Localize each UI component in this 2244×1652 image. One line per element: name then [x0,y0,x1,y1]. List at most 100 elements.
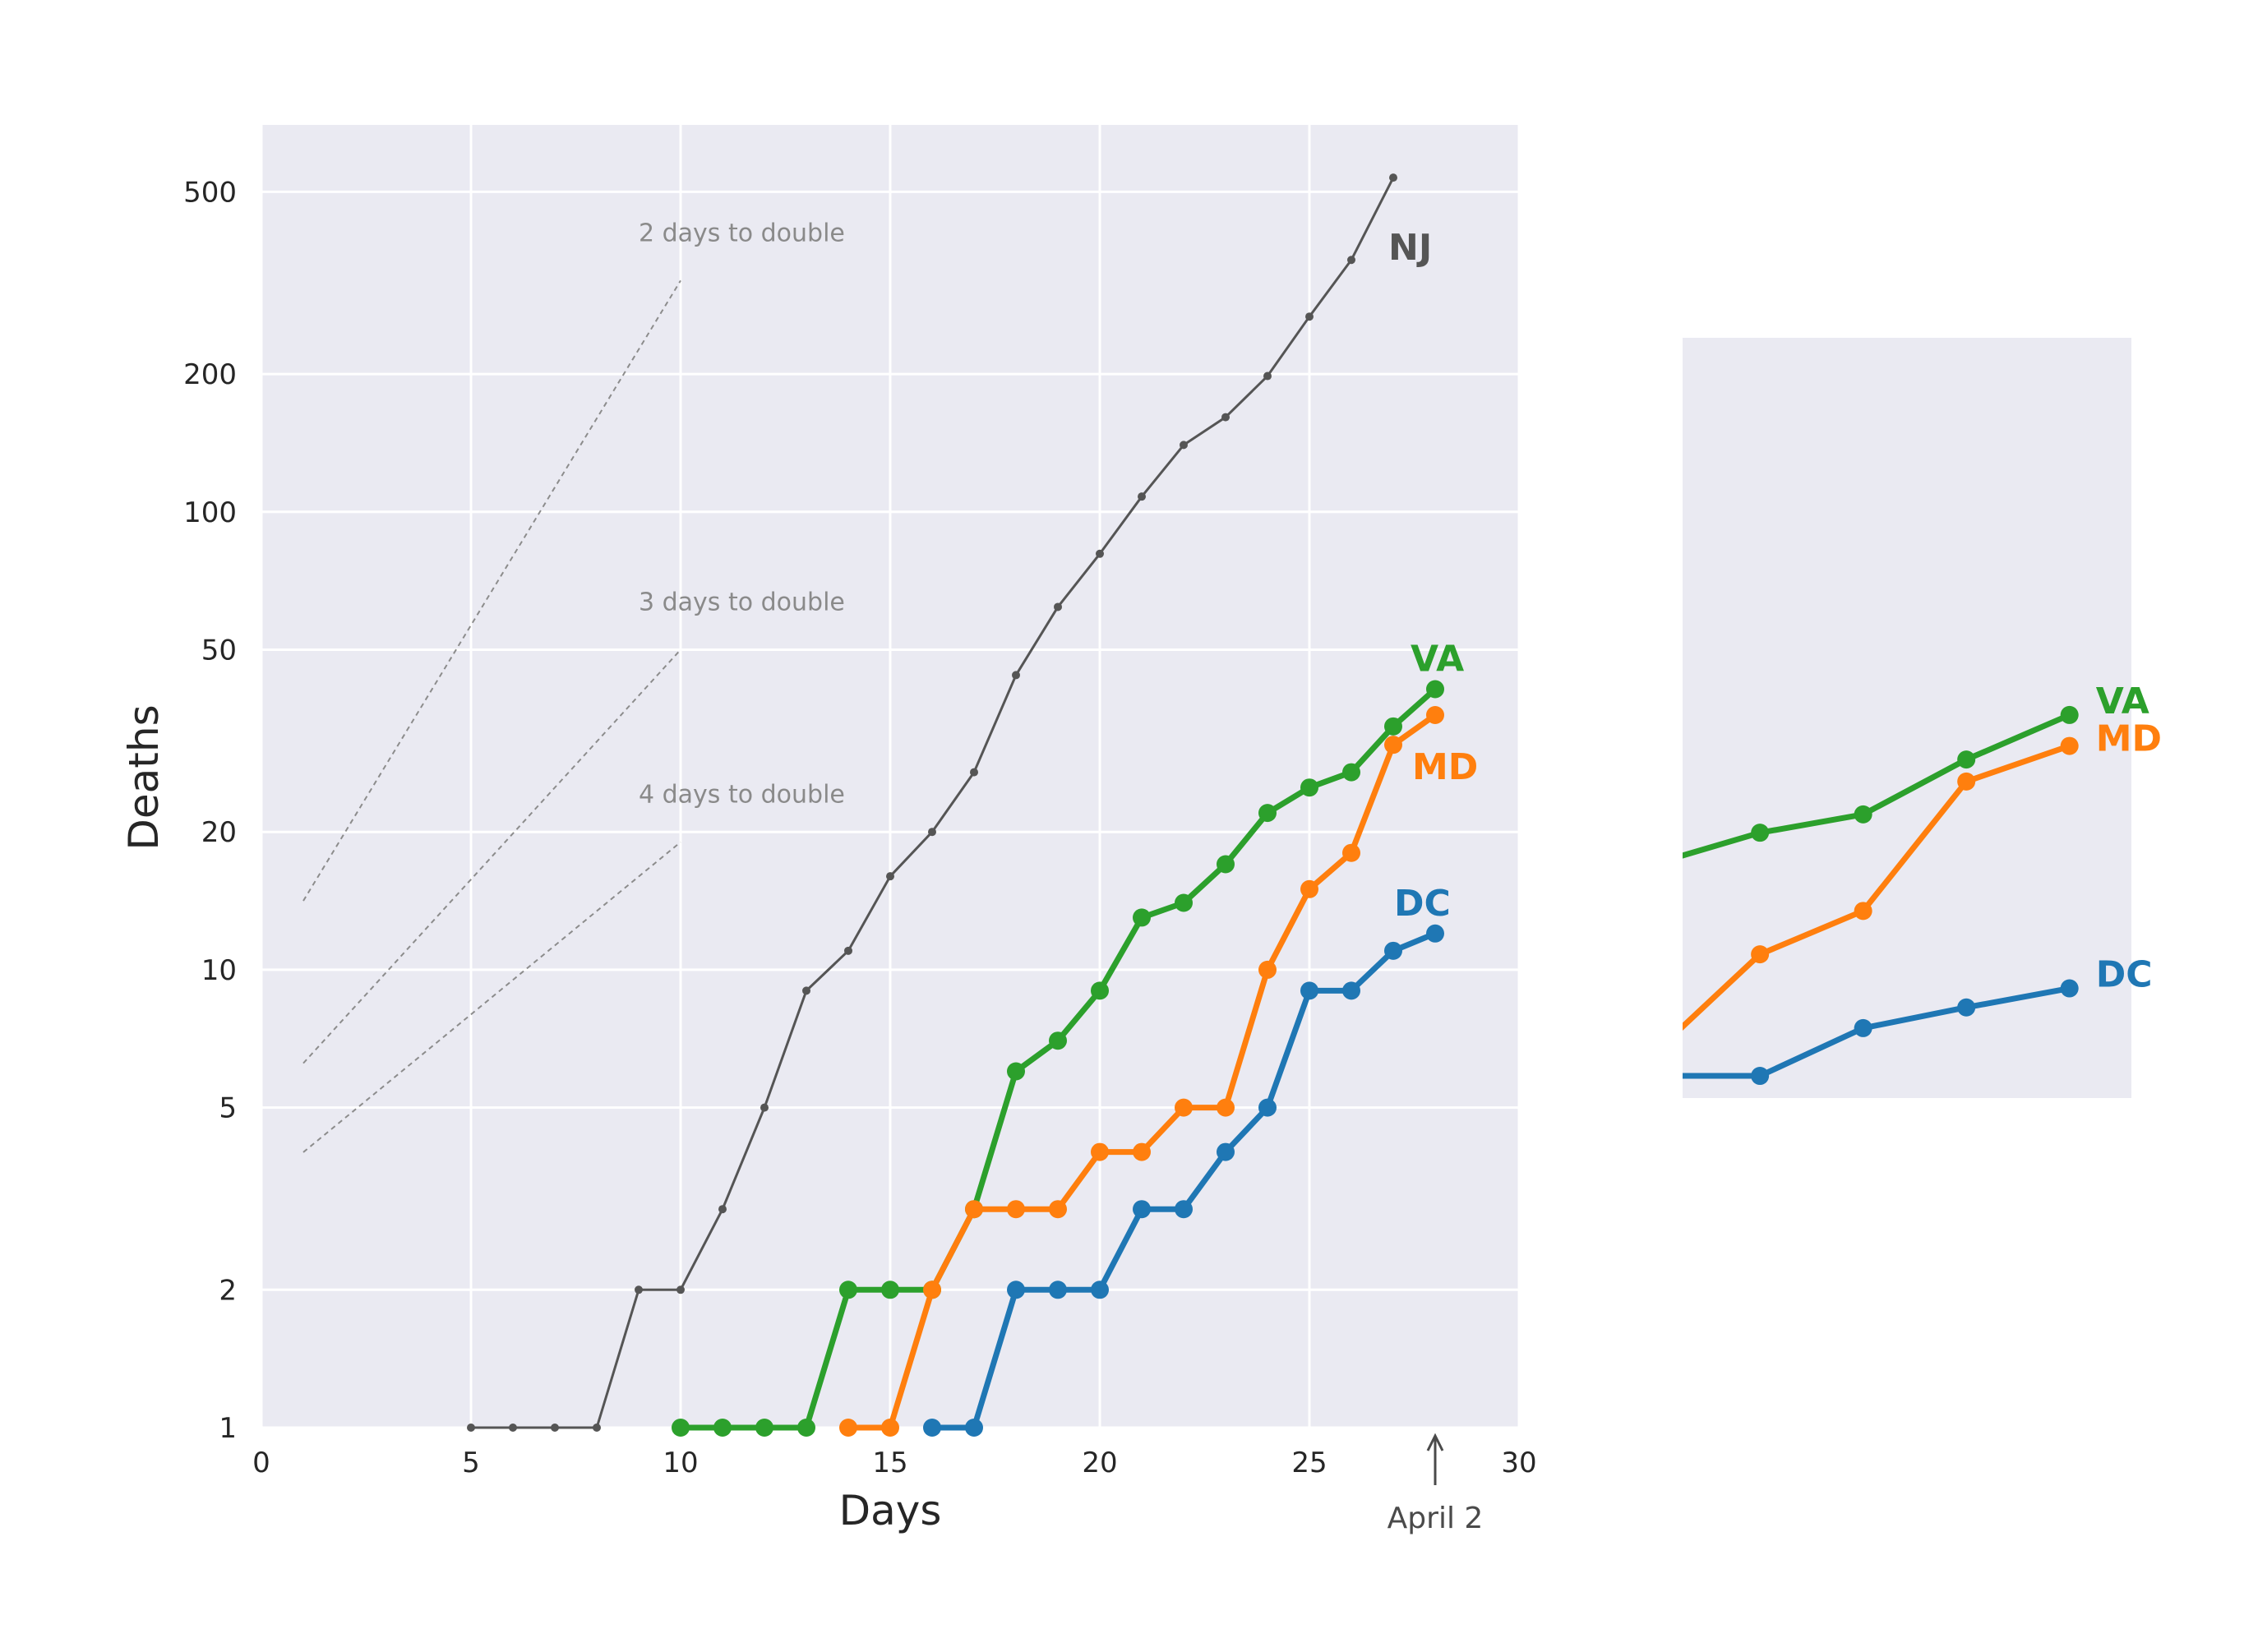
data-point-dc [923,1419,941,1437]
data-point-md [1175,1098,1193,1117]
data-point-md [1007,1200,1025,1219]
data-point-md [1300,879,1318,898]
inset-data-point-dc [1957,998,1976,1017]
x-tick-label: 5 [462,1447,480,1479]
inset-data-point-va [2060,705,2079,724]
y-tick-label: 500 [183,176,237,209]
y-axis-title: Deaths [120,704,168,850]
inset-data-point-va [1854,805,1872,824]
data-point-va [1007,1062,1025,1081]
data-point-nj [718,1205,727,1214]
data-point-md [1133,1142,1151,1161]
series-label-dc: DC [1394,883,1451,925]
y-tick-label: 5 [219,1092,237,1125]
inset-data-point-va [1957,750,1976,769]
data-point-md [839,1419,857,1437]
data-point-va [1342,763,1360,782]
data-point-nj [760,1103,769,1112]
x-axis-title: Days [839,1487,942,1534]
data-point-nj [802,986,810,995]
main-chart: 2 days to double 3 days to double 4 days t… [120,125,1537,1535]
data-point-nj [970,768,978,777]
doubling-guide-label: 4 days to double [639,781,845,810]
data-point-dc [1426,924,1444,943]
data-point-dc [1091,1281,1109,1299]
data-point-nj [467,1424,475,1432]
data-point-nj [928,828,936,837]
data-point-dc [1175,1200,1193,1219]
data-point-nj [886,872,894,881]
x-tick-label: 15 [872,1447,907,1479]
y-tick-label: 1 [219,1412,237,1445]
data-point-nj [1263,371,1272,381]
inset-series-label-dc: DC [2096,954,2153,996]
y-tick-label: 2 [219,1274,237,1307]
data-point-dc [1300,981,1318,1000]
y-tick-label: 10 [201,954,237,987]
series-label-nj: NJ [1388,227,1432,269]
data-point-dc [1342,981,1360,1000]
data-point-md [1426,705,1444,724]
data-point-nj [1180,441,1188,450]
doubling-guide-label: 2 days to double [639,219,845,247]
data-point-dc [1384,941,1402,960]
data-point-va [1426,680,1444,699]
inset-data-point-md [1957,772,1976,791]
inset-data-point-dc [2060,979,2079,998]
data-point-md [1258,960,1277,979]
data-point-va [1217,855,1235,874]
x-tick-label: 0 [252,1447,270,1479]
data-point-md [1384,736,1402,754]
data-point-va [839,1281,857,1299]
y-tick-label: 200 [183,358,237,391]
data-point-md [923,1281,941,1299]
data-point-md [1049,1200,1067,1219]
doubling-guide-line [302,841,681,1153]
x-tick-label: 25 [1291,1447,1327,1479]
inset-series-label-va: VA [2096,681,2149,722]
x-tick-label: 30 [1501,1447,1536,1479]
data-point-nj [676,1285,685,1294]
data-point-nj [1054,602,1062,611]
data-point-va [672,1419,690,1437]
data-point-nj [509,1424,517,1432]
inset-data-point-md [1751,945,1770,964]
data-point-va [1300,778,1318,797]
doubling-guide-label: 3 days to double [639,588,845,617]
data-point-dc [1217,1142,1235,1161]
doubling-guide-line [302,648,681,1064]
data-point-nj [1389,173,1397,182]
data-point-va [713,1419,732,1437]
data-point-va [1175,893,1193,912]
series-label-va: VA [1411,639,1464,681]
data-point-va [881,1281,899,1299]
doubling-guides: 2 days to double 3 days to double 4 days t… [302,219,845,1153]
data-point-va [1133,908,1151,927]
doubling-guide-line [302,279,681,902]
x-axis-ticks: 0 5 10 15 20 25 30 [252,1447,1536,1479]
y-tick-label: 100 [183,496,237,529]
inset-data-point-dc [1854,1018,1872,1037]
data-point-nj [1012,671,1020,680]
y-tick-label: 50 [201,634,237,667]
april-annotation: April 2 [1387,1433,1484,1535]
data-point-dc [1049,1281,1067,1299]
data-point-dc [1007,1281,1025,1299]
x-tick-label: 10 [663,1447,698,1479]
data-point-nj [1138,492,1146,501]
inset-data-point-dc [1751,1067,1770,1086]
inset-data-point-va [1751,824,1770,842]
data-point-va [1258,804,1277,823]
data-point-nj [1305,312,1314,321]
data-point-nj [1096,549,1104,558]
y-axis-ticks: 1 2 5 10 20 50 100 200 500 [183,176,237,1445]
data-point-md [1217,1098,1235,1117]
data-point-va [755,1419,773,1437]
annotation-label: April 2 [1387,1502,1484,1535]
data-point-dc [965,1419,983,1437]
data-point-va [797,1419,815,1437]
data-point-dc [1133,1200,1151,1219]
inset-data-point-md [1854,902,1872,921]
data-point-md [1342,843,1360,862]
data-point-dc [1258,1098,1277,1117]
